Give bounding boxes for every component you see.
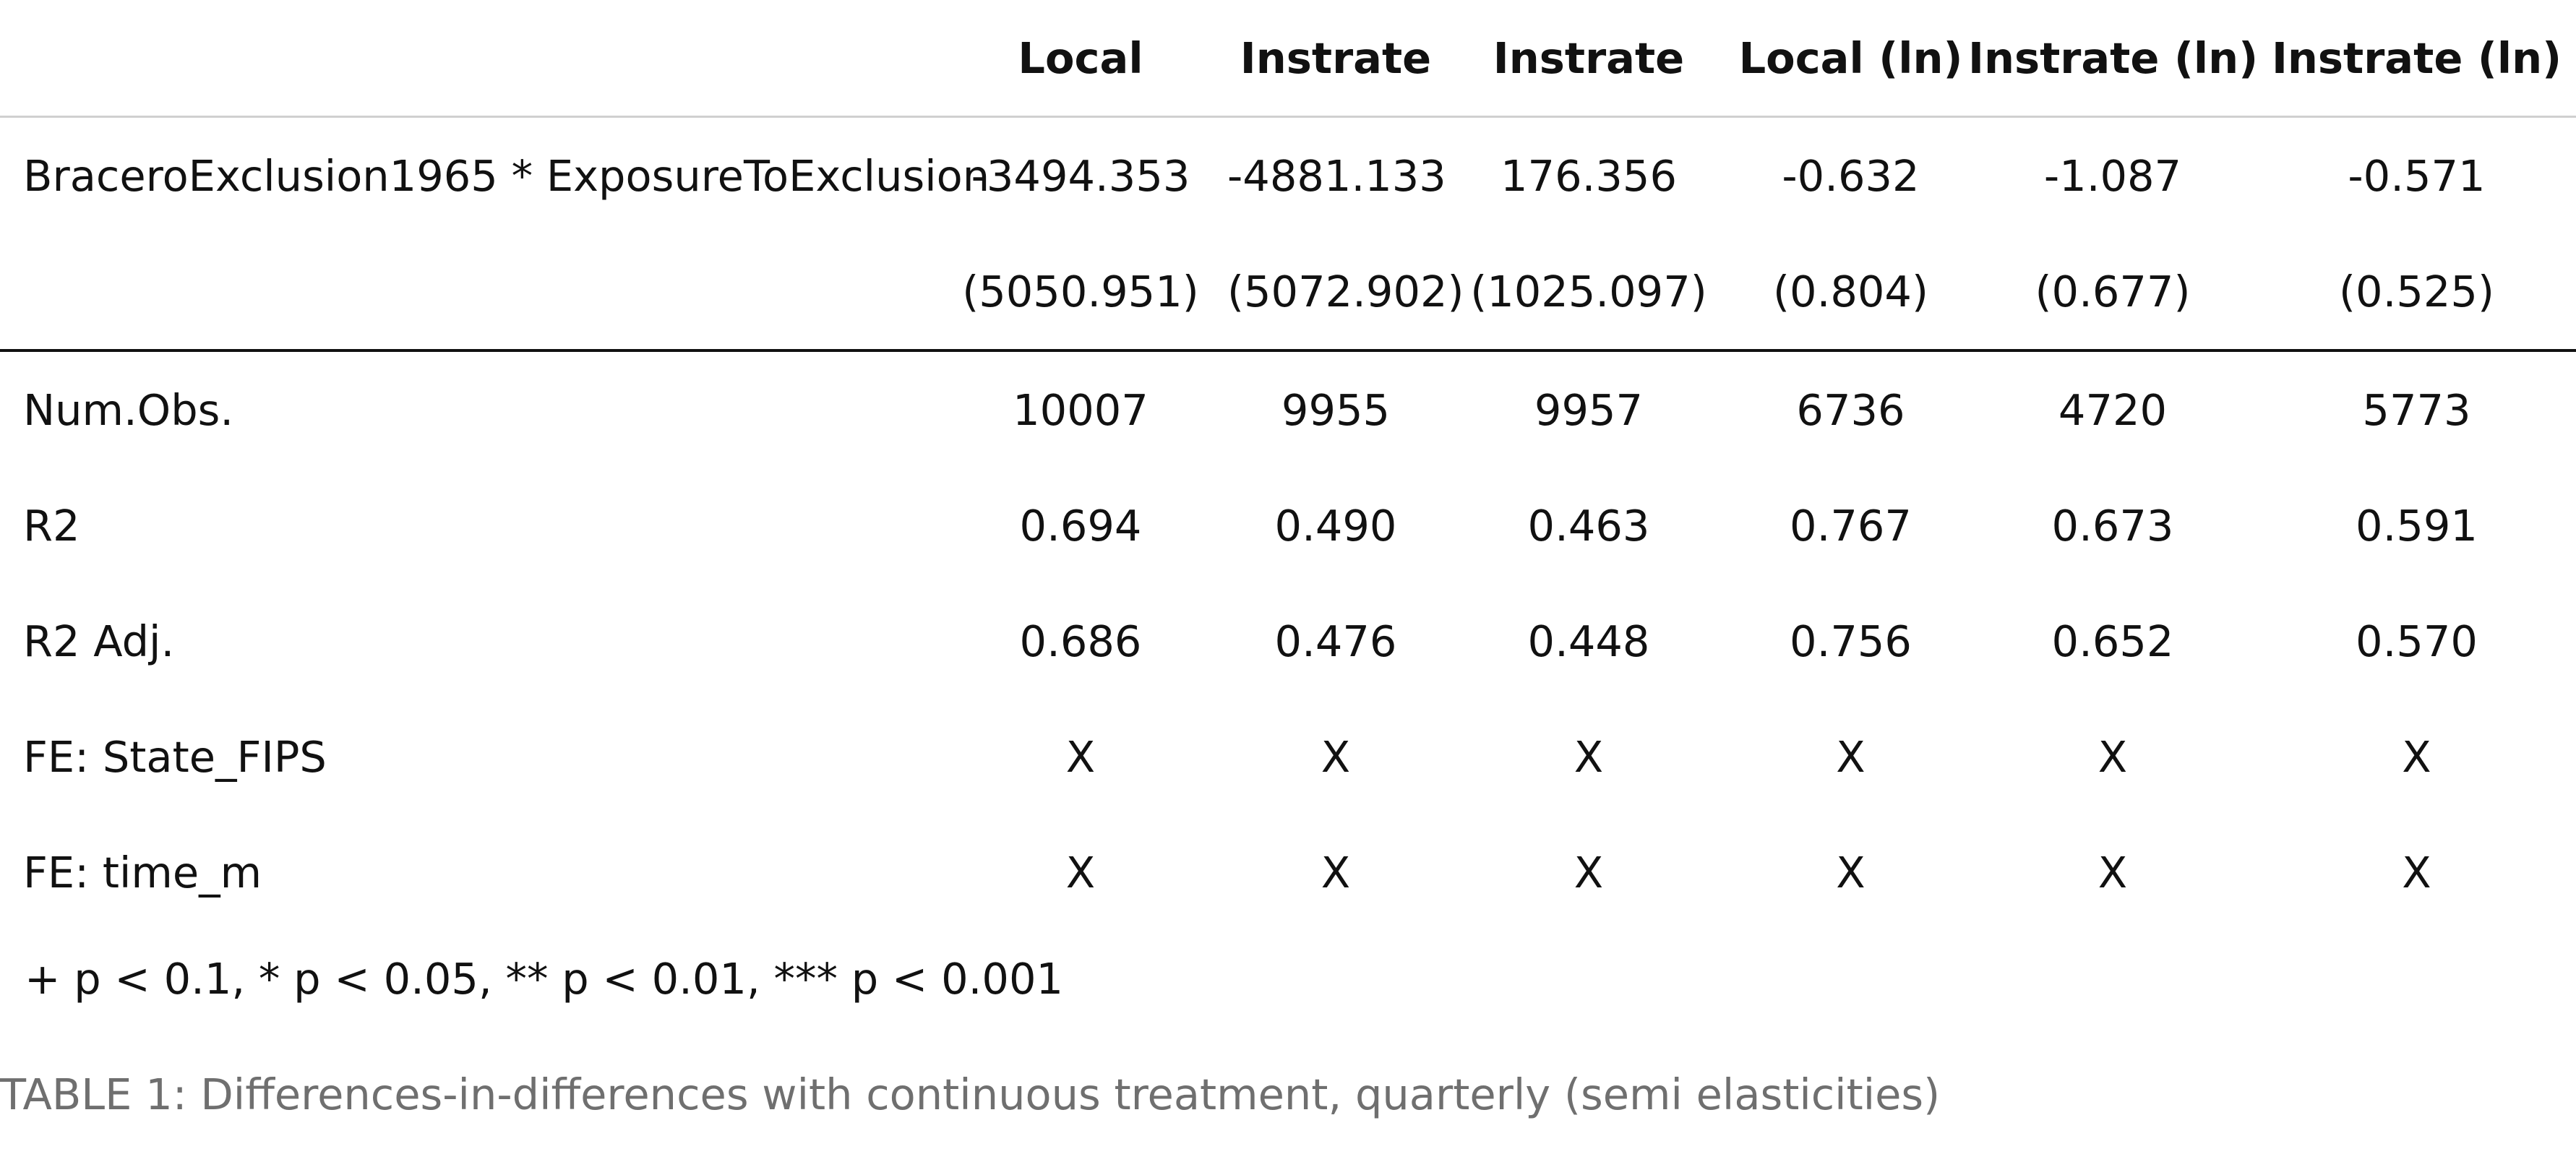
standard-error-value: (0.804) [1733,233,1968,352]
stat-value: X [1321,731,1351,782]
stat-value: X [2098,847,2128,898]
stat-value: 9957 [1534,384,1644,435]
stat-value: 0.448 [1527,616,1650,666]
stat-value: X [1321,847,1351,898]
stat-label: R2 Adj. [23,616,175,666]
stat-value: X [1836,731,1866,782]
header-cell: Instrate (ln) [1968,0,2258,118]
stat-label: Num.Obs. [23,384,234,435]
standard-error-row: (5050.951) (5072.902) (1025.097) (0.804)… [0,233,2576,352]
stat-label: R2 [23,500,80,551]
stat-row-fe-time: FE: time_m X X X X X X [0,814,2576,930]
stat-value: 6736 [1796,384,1905,435]
coefficient-label: BraceroExclusion1965 * ExposureToExclusi… [23,150,990,201]
header-cell: Local [934,0,1227,118]
stat-row-num-obs: Num.Obs. 10007 9955 9957 6736 4720 5773 [0,350,2576,468]
stat-value: 9955 [1281,384,1391,435]
stat-value: X [2402,731,2431,782]
regression-table: Local Instrate Instrate Local (ln) Instr… [0,0,2576,930]
stat-value: 0.570 [2356,616,2478,666]
coefficient-value: -0.571 [2348,150,2486,201]
stat-label: FE: State_FIPS [23,731,327,782]
stat-row-r2-adj: R2 Adj. 0.686 0.476 0.448 0.756 0.652 0.… [0,583,2576,699]
standard-error-value: (0.677) [1968,233,2257,352]
stat-value: X [1065,847,1096,898]
stat-value: 0.652 [2051,616,2174,666]
header-cell: Local (ln) [1733,0,1968,118]
stat-value: 0.490 [1274,500,1397,551]
standard-error-label [0,233,934,352]
coefficient-row: BraceroExclusion1965 * ExposureToExclusi… [0,117,2576,234]
coefficient-value: 176.356 [1500,150,1677,201]
stat-value: X [2402,847,2431,898]
header-row: Local Instrate Instrate Local (ln) Instr… [0,0,2576,118]
stat-value: 10007 [1013,384,1149,435]
stat-value: 0.591 [2356,500,2478,551]
stat-value: 0.673 [2051,500,2174,551]
stat-value: 0.767 [1790,500,1912,551]
regression-table-container: Local Instrate Instrate Local (ln) Instr… [0,0,2576,930]
stat-value: 0.694 [1019,500,1142,551]
stat-row-fe-state: FE: State_FIPS X X X X X X [0,699,2576,814]
table-caption: TABLE 1: Differences-in-differences with… [0,1070,1941,1119]
header-cell: Instrate [1444,0,1733,118]
stat-value: 0.756 [1790,616,1912,666]
stat-value: X [2098,731,2128,782]
standard-error-value: (5072.902) [1227,233,1464,352]
stat-value: X [1065,731,1096,782]
header-cell-blank [0,0,934,118]
header-cell: Instrate (ln) [2257,0,2576,118]
stat-value: X [1836,847,1866,898]
standard-error-value: (1025.097) [1444,233,1733,352]
standard-error-value: (5050.951) [934,233,1227,352]
stat-value: X [1573,847,1604,898]
coefficient-value: -1.087 [2043,150,2182,201]
stat-value: 5773 [2362,384,2471,435]
stat-value: 0.463 [1527,500,1650,551]
coefficient-value: -3494.353 [971,150,1190,201]
significance-footnote: + p < 0.1, * p < 0.05, ** p < 0.01, *** … [25,954,1064,1004]
coefficient-value: -4881.133 [1227,150,1446,201]
stat-value: 4720 [2058,384,2168,435]
stat-label: FE: time_m [23,847,262,898]
standard-error-value: (0.525) [2257,233,2576,352]
header-cell: Instrate [1227,0,1444,118]
stat-value: X [1573,731,1604,782]
stat-value: 0.686 [1019,616,1142,666]
stat-row-r2: R2 0.694 0.490 0.463 0.767 0.673 0.591 [0,468,2576,583]
coefficient-value: -0.632 [1782,150,1920,201]
stat-value: 0.476 [1274,616,1397,666]
